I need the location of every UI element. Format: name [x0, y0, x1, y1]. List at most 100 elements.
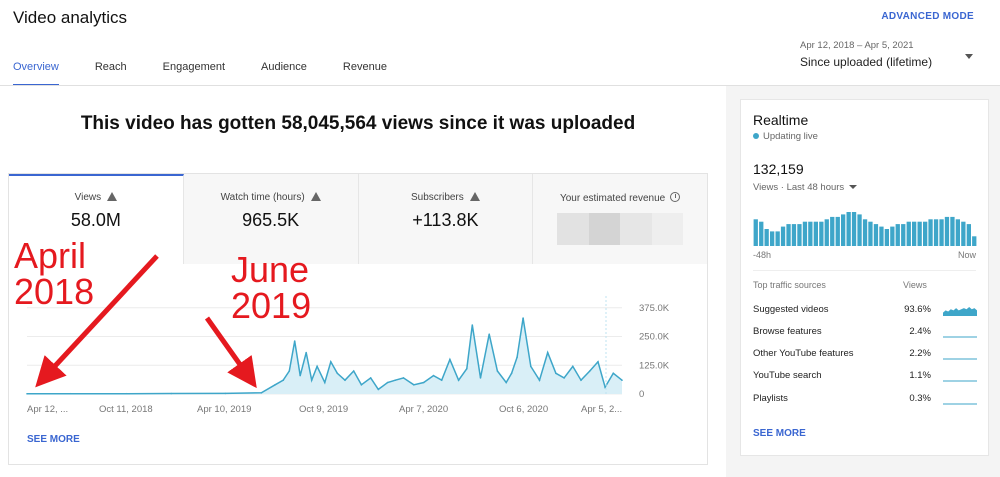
- x-tick-label: Oct 11, 2018: [99, 404, 153, 414]
- realtime-bar: [972, 236, 977, 246]
- traffic-source-row: Browse features 2.4%: [753, 326, 977, 340]
- metric-revenue[interactable]: Your estimated revenue: [533, 174, 707, 264]
- realtime-bar: [868, 221, 873, 246]
- data-point: [299, 374, 301, 377]
- metric-value: +113.8K: [412, 210, 479, 230]
- metric-label: Subscribers: [410, 192, 464, 203]
- realtime-bar: [917, 221, 922, 246]
- data-point: [516, 356, 518, 358]
- realtime-period-selector[interactable]: Views · Last 48 hours: [753, 182, 858, 193]
- redacted-value: [557, 213, 684, 245]
- metric-subscribers[interactable]: Subscribers +113.8K: [358, 174, 534, 264]
- realtime-bar: [923, 221, 928, 246]
- realtime-bar: [873, 224, 879, 246]
- live-status: Updating live: [753, 131, 818, 142]
- data-point: [546, 351, 549, 354]
- data-point: [597, 361, 599, 363]
- realtime-bar: [950, 216, 955, 246]
- realtime-bar: [775, 231, 780, 246]
- data-point: [588, 370, 591, 372]
- x-tick-label: Oct 9, 2019: [299, 404, 348, 414]
- data-point: [377, 388, 380, 391]
- x-tick-label: Apr 5, 2...: [581, 404, 622, 414]
- warning-icon: [310, 192, 321, 201]
- realtime-bar: [846, 212, 851, 246]
- realtime-bar: [824, 219, 829, 246]
- header-divider: [0, 85, 1000, 86]
- realtime-bar: [791, 224, 797, 246]
- realtime-bar: [955, 219, 960, 246]
- realtime-bar: [841, 214, 846, 246]
- tab-overview[interactable]: Overview: [13, 61, 59, 86]
- realtime-bar: [780, 226, 786, 246]
- metric-views[interactable]: Views 58.0M: [9, 174, 184, 264]
- realtime-bar: [879, 226, 884, 246]
- caret-down-icon: [849, 185, 858, 189]
- realtime-bar-chart: [753, 212, 977, 246]
- data-point: [323, 381, 326, 384]
- data-point: [316, 365, 318, 368]
- warning-icon: [107, 192, 118, 201]
- tab-engagement[interactable]: Engagement: [162, 61, 226, 73]
- data-point: [505, 381, 507, 384]
- data-point: [386, 381, 389, 384]
- see-more-button[interactable]: SEE MORE: [27, 434, 80, 445]
- data-point: [580, 379, 582, 381]
- realtime-bar: [944, 216, 950, 246]
- sparkline: [943, 307, 977, 316]
- x-tick-label: Apr 10, 2019: [197, 404, 251, 414]
- traffic-sources-header: Top traffic sources Views: [753, 280, 927, 290]
- tab-audience[interactable]: Audience: [261, 61, 307, 73]
- sparkline-area: [943, 307, 977, 316]
- axis-label-start: -48h: [753, 250, 772, 260]
- metric-value: 965.5K: [242, 210, 300, 230]
- data-point: [413, 384, 415, 386]
- realtime-bar: [906, 221, 911, 246]
- realtime-bar: [813, 221, 818, 246]
- sparkline: [943, 403, 977, 405]
- data-point: [69, 392, 72, 395]
- data-point: [352, 370, 355, 372]
- realtime-bar: [928, 219, 933, 246]
- axis-label-end: Now: [957, 250, 976, 260]
- realtime-bar: [851, 212, 857, 246]
- chevron-down-icon[interactable]: [965, 54, 973, 59]
- data-point: [466, 367, 468, 370]
- tab-reach[interactable]: Reach: [94, 61, 127, 73]
- sparkline: [943, 358, 977, 360]
- realtime-bar: [808, 221, 813, 246]
- warning-icon: [469, 192, 480, 201]
- metric-tabs: Views 58.0M Watch time (hours) 965.5K Su…: [9, 174, 707, 264]
- data-point: [457, 379, 460, 381]
- metric-value: 58.0M: [70, 210, 121, 230]
- data-point: [522, 317, 524, 319]
- data-point: [572, 365, 574, 368]
- metric-label: Views: [74, 192, 102, 203]
- data-point: [538, 379, 541, 381]
- x-tick-label: Oct 6, 2020: [499, 404, 548, 414]
- traffic-source-row: YouTube search 1.1%: [753, 370, 977, 384]
- see-more-button[interactable]: SEE MORE: [753, 428, 806, 439]
- date-range-label: Since uploaded (lifetime): [800, 55, 933, 69]
- date-range-dates: Apr 12, 2018 – Apr 5, 2021: [800, 40, 914, 51]
- data-point: [224, 392, 227, 395]
- data-point: [344, 379, 346, 381]
- sparkline: [943, 380, 977, 382]
- realtime-bar: [862, 219, 868, 246]
- data-point: [510, 372, 513, 375]
- data-point: [360, 384, 363, 386]
- realtime-bar: [901, 224, 906, 246]
- metrics-card: Views 58.0M Watch time (hours) 965.5K Su…: [8, 173, 708, 465]
- metric-watch-time[interactable]: Watch time (hours) 965.5K: [183, 174, 359, 264]
- realtime-bar: [912, 221, 917, 246]
- tab-revenue[interactable]: Revenue: [342, 61, 387, 73]
- clock-icon: [670, 192, 681, 202]
- data-point: [496, 370, 499, 372]
- data-point: [449, 358, 451, 361]
- live-dot-icon: [753, 133, 759, 139]
- realtime-count: 132,159: [753, 161, 804, 177]
- realtime-title: Realtime: [753, 112, 809, 128]
- advanced-mode-link[interactable]: ADVANCED MODE: [881, 11, 974, 22]
- data-point: [394, 379, 397, 381]
- date-range-selector[interactable]: Apr 12, 2018 – Apr 5, 2021 Since uploade…: [800, 40, 932, 69]
